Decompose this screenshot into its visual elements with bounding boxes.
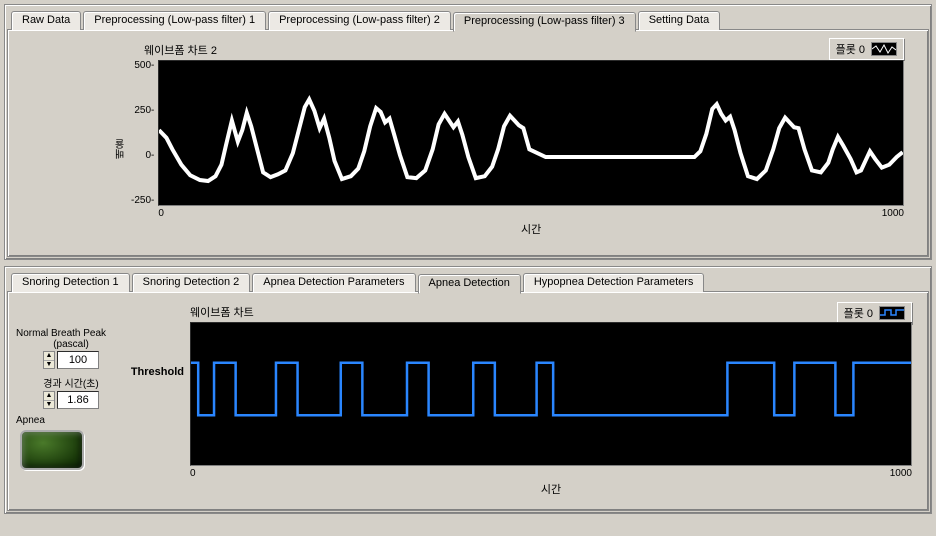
ytick: 0- (145, 150, 154, 161)
upper-legend-label: 플롯 0 (836, 41, 865, 57)
lower-legend-label: 플롯 0 (844, 305, 873, 321)
lower-xaxis-label: 시간 (190, 481, 912, 497)
upper-tab-content: 웨이브폼 차트 2 플롯 0 배율 500-250-0--250- 01000 … (7, 29, 929, 257)
spin-down-icon[interactable]: ▼ (44, 361, 54, 369)
lower-chart-title: 웨이브폼 차트 (190, 304, 912, 320)
elapsed-spinner[interactable]: ▲▼ (43, 391, 55, 409)
side-controls: Normal Breath Peak (pascal) ▲▼ 100 경과 시간… (16, 304, 126, 497)
upper-xaxis-ticks: 0 1000 (158, 208, 904, 219)
tab-hypopnea-detection-parameters[interactable]: Hypopnea Detection Parameters (523, 273, 705, 292)
ytick: -250- (131, 195, 154, 206)
normal-breath-field: ▲▼ 100 (16, 351, 126, 369)
spin-down-icon[interactable]: ▼ (44, 401, 54, 409)
upper-panel: Raw DataPreprocessing (Low-pass filter) … (4, 4, 932, 260)
lower-left-gutter: Threshold (130, 322, 190, 497)
lower-plot[interactable] (190, 322, 912, 466)
xtick: 1000 (882, 208, 904, 219)
apnea-led (20, 430, 84, 470)
lower-chart-area: 웨이브폼 차트 플롯 0 Threshold 0 1000 (130, 304, 912, 497)
tab-apnea-detection[interactable]: Apnea Detection (418, 274, 521, 294)
elapsed-input[interactable]: 1.86 (57, 391, 99, 409)
tab-raw-data[interactable]: Raw Data (11, 11, 81, 30)
upper-chart-title: 웨이브폼 차트 2 (144, 42, 904, 58)
upper-legend-swatch (871, 42, 897, 56)
xtick: 0 (190, 468, 196, 479)
xtick: 1000 (890, 468, 912, 479)
apnea-label: Apnea (16, 415, 126, 426)
tab-apnea-detection-parameters[interactable]: Apnea Detection Parameters (252, 273, 415, 292)
normal-breath-label: Normal Breath Peak (16, 328, 126, 339)
tab-snoring-detection-1[interactable]: Snoring Detection 1 (11, 273, 130, 292)
normal-breath-input[interactable]: 100 (57, 351, 99, 369)
upper-plot[interactable] (158, 60, 904, 206)
tab-snoring-detection-2[interactable]: Snoring Detection 2 (132, 273, 251, 292)
upper-xaxis-label: 시간 (158, 221, 904, 237)
lower-panel: Snoring Detection 1Snoring Detection 2Ap… (4, 266, 932, 514)
spin-up-icon[interactable]: ▲ (44, 392, 54, 401)
lower-tabs: Snoring Detection 1Snoring Detection 2Ap… (11, 273, 929, 292)
upper-chart-area: 웨이브폼 차트 2 플롯 0 배율 500-250-0--250- 01000 … (114, 42, 904, 237)
upper-yaxis-ticks: 500- 250- 0- -250- (131, 60, 158, 206)
tab-preprocessing-low-pass-filter-1[interactable]: Preprocessing (Low-pass filter) 1 (83, 11, 266, 30)
tab-setting-data[interactable]: Setting Data (638, 11, 721, 30)
upper-tabs: Raw DataPreprocessing (Low-pass filter) … (11, 11, 929, 30)
normal-breath-unit: (pascal) (16, 339, 126, 350)
spin-up-icon[interactable]: ▲ (44, 352, 54, 361)
tab-preprocessing-low-pass-filter-2[interactable]: Preprocessing (Low-pass filter) 2 (268, 11, 451, 30)
lower-xaxis-ticks: 0 1000 (190, 468, 912, 479)
lower-legend-swatch (879, 306, 905, 320)
tab-preprocessing-low-pass-filter-3[interactable]: Preprocessing (Low-pass filter) 3 (453, 12, 636, 32)
upper-legend[interactable]: 플롯 0 (829, 38, 904, 60)
lower-tab-content: Normal Breath Peak (pascal) ▲▼ 100 경과 시간… (7, 291, 929, 511)
ytick: 250- (134, 105, 154, 116)
xtick: 0 (158, 208, 164, 219)
lower-legend[interactable]: 플롯 0 (837, 302, 912, 324)
elapsed-field: ▲▼ 1.86 (16, 391, 126, 409)
threshold-label: Threshold (131, 366, 184, 378)
normal-breath-spinner[interactable]: ▲▼ (43, 351, 55, 369)
ytick: 500- (134, 60, 154, 71)
elapsed-label: 경과 시간(초) (16, 375, 126, 390)
upper-yaxis-label: 배율 (114, 139, 129, 159)
